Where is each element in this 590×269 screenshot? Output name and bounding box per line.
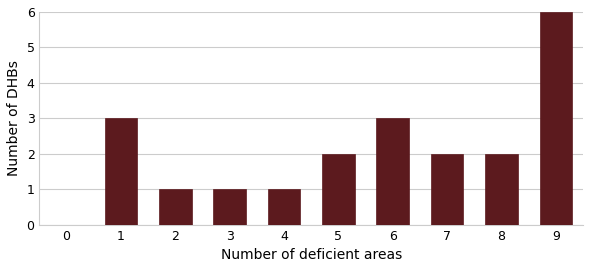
Bar bbox=[159, 189, 192, 225]
Bar bbox=[322, 154, 355, 225]
Bar bbox=[268, 189, 300, 225]
Bar bbox=[104, 118, 137, 225]
Bar bbox=[485, 154, 518, 225]
Bar bbox=[431, 154, 463, 225]
Bar bbox=[376, 118, 409, 225]
Y-axis label: Number of DHBs: Number of DHBs bbox=[7, 60, 21, 176]
Bar bbox=[540, 12, 572, 225]
X-axis label: Number of deficient areas: Number of deficient areas bbox=[221, 248, 402, 262]
Bar bbox=[214, 189, 246, 225]
